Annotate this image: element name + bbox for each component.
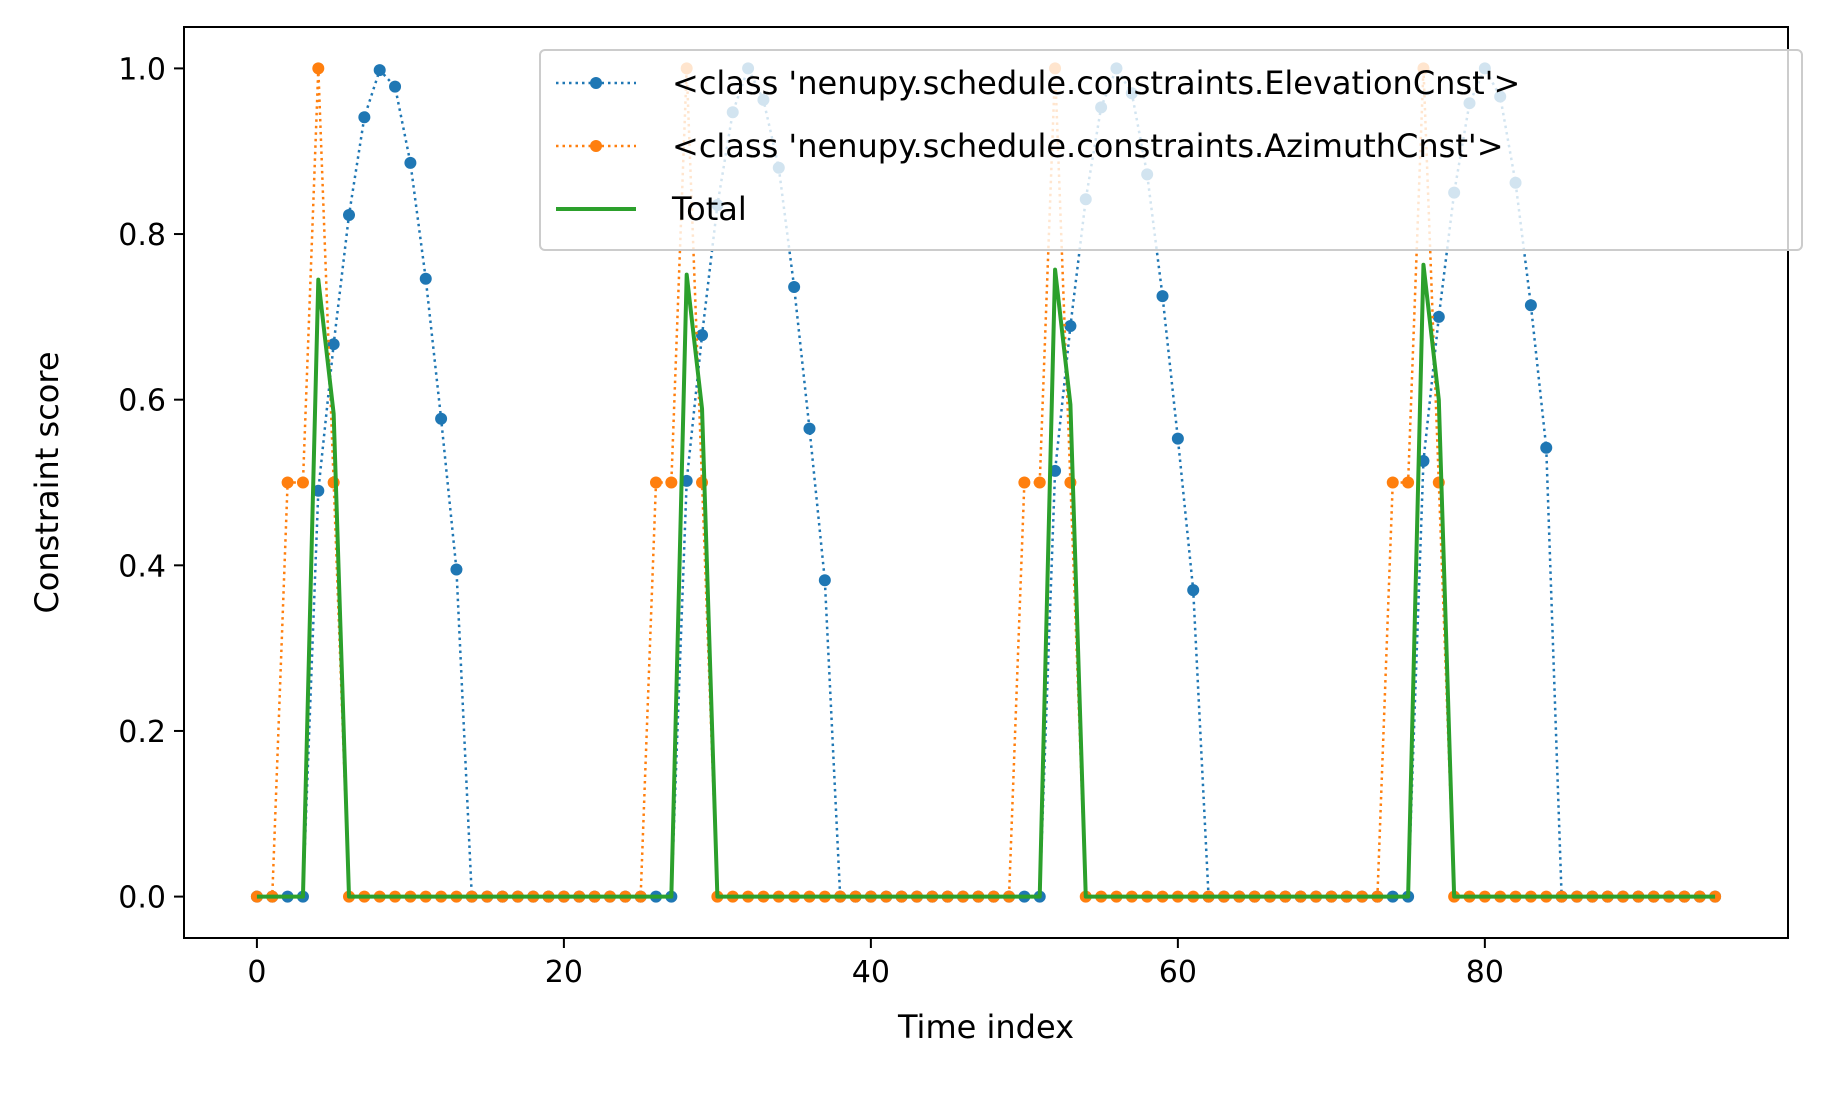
data-point bbox=[665, 476, 678, 489]
x-axis-label: Time index bbox=[897, 1008, 1074, 1046]
data-point bbox=[358, 111, 371, 124]
data-point bbox=[680, 474, 693, 487]
data-point bbox=[696, 329, 709, 342]
data-point bbox=[312, 62, 325, 75]
data-point bbox=[818, 574, 831, 587]
data-point bbox=[1156, 290, 1169, 303]
data-point bbox=[1540, 441, 1553, 454]
data-point bbox=[1018, 476, 1031, 489]
data-point bbox=[327, 338, 340, 351]
data-point bbox=[404, 156, 417, 169]
legend-entry: <class 'nenupy.schedule.constraints.Azim… bbox=[556, 127, 1504, 165]
y-tick-label: 0.2 bbox=[118, 715, 166, 750]
legend-label: Total bbox=[671, 190, 747, 228]
data-point bbox=[649, 476, 662, 489]
axes-frame bbox=[183, 26, 1789, 939]
data-point bbox=[1187, 584, 1200, 597]
x-tick-label: 40 bbox=[852, 955, 890, 990]
data-point bbox=[389, 80, 402, 93]
data-point bbox=[803, 422, 816, 435]
data-point bbox=[296, 476, 309, 489]
series-2 bbox=[256, 262, 1716, 899]
y-tick-label: 1.0 bbox=[118, 52, 166, 87]
data-point bbox=[1033, 476, 1046, 489]
legend: <class 'nenupy.schedule.constraints.Elev… bbox=[539, 49, 1803, 251]
data-point bbox=[1171, 432, 1184, 445]
data-point bbox=[1524, 299, 1537, 312]
data-point bbox=[1432, 310, 1445, 323]
y-tick-label: 0.8 bbox=[118, 218, 166, 253]
legend-entry: Total bbox=[556, 190, 747, 228]
legend-label: <class 'nenupy.schedule.constraints.Azim… bbox=[672, 127, 1504, 165]
y-tick-label: 0.6 bbox=[118, 384, 166, 419]
legend-box bbox=[539, 49, 1803, 251]
data-point bbox=[312, 484, 325, 497]
data-point bbox=[373, 64, 386, 77]
y-tick-label: 0.0 bbox=[118, 881, 166, 916]
data-point bbox=[343, 208, 356, 221]
data-point bbox=[435, 412, 448, 425]
data-point bbox=[450, 563, 463, 576]
data-point bbox=[1386, 476, 1399, 489]
x-tick-label: 20 bbox=[545, 955, 583, 990]
x-tick-label: 80 bbox=[1466, 955, 1504, 990]
legend-label: <class 'nenupy.schedule.constraints.Elev… bbox=[672, 64, 1520, 102]
x-tick-label: 60 bbox=[1159, 955, 1197, 990]
data-point bbox=[281, 476, 294, 489]
y-axis-label: Constraint score bbox=[28, 351, 66, 613]
data-point bbox=[1402, 476, 1415, 489]
series-line bbox=[256, 262, 1716, 899]
legend-entry: <class 'nenupy.schedule.constraints.Elev… bbox=[556, 64, 1520, 102]
x-tick-label: 0 bbox=[247, 955, 266, 990]
data-point bbox=[250, 890, 263, 903]
data-point bbox=[788, 281, 801, 294]
data-point bbox=[419, 272, 432, 285]
legend-marker bbox=[590, 140, 602, 152]
y-tick-label: 0.4 bbox=[118, 549, 166, 584]
data-point bbox=[1709, 890, 1722, 903]
data-point bbox=[1064, 319, 1077, 332]
legend-marker bbox=[590, 77, 602, 89]
ticks-layer: 0 20 40 60 80 0.0 0.2 0.4 0.6 0.8 1.0 bbox=[118, 52, 1504, 990]
